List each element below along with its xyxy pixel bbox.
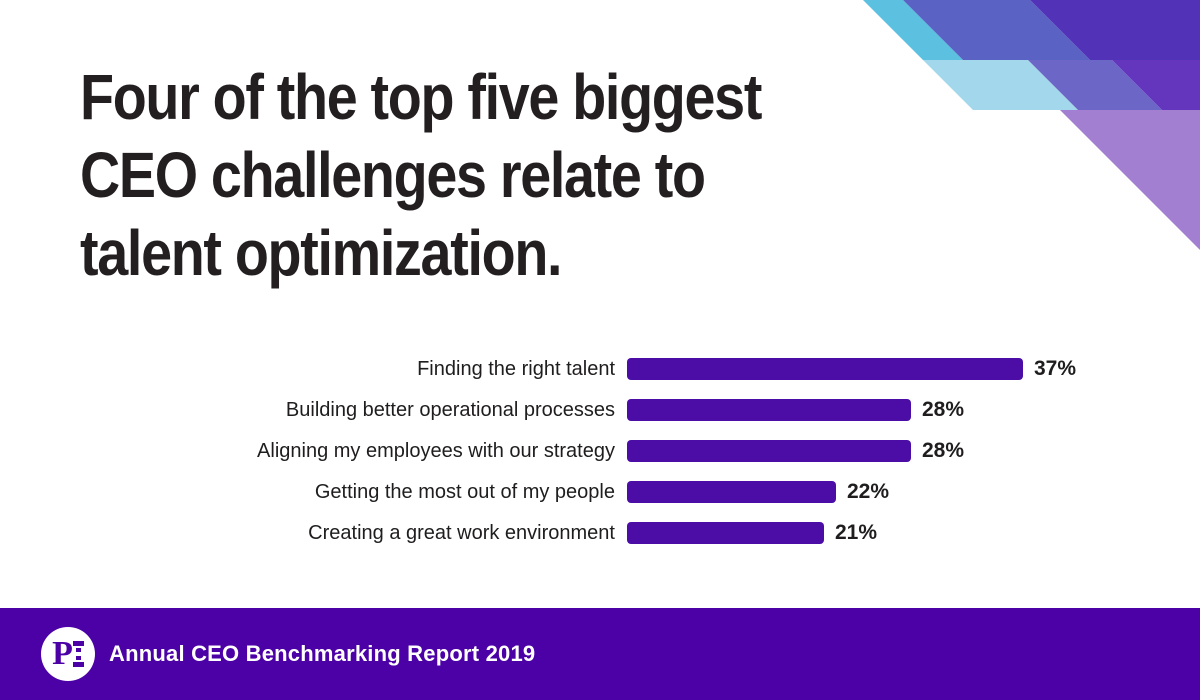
bar: [627, 481, 836, 503]
page-title-line: CEO challenges relate to: [80, 139, 706, 211]
page-title-line: Four of the top five biggest: [80, 61, 762, 133]
corner-stripe-lavender: [1028, 60, 1162, 110]
corner-stripe-dark-purple: [1030, 0, 1200, 60]
corner-stripe-lilac: [1060, 110, 1200, 250]
pi-logo-letter-i: [72, 641, 84, 667]
page-title: Four of the top five biggest CEO challen…: [80, 58, 762, 292]
bar-value-label: 21%: [835, 521, 878, 544]
chart-row: Finding the right talent 37%: [0, 358, 1200, 380]
footer-band: P Annual CEO Benchmarking Report 2019: [0, 608, 1200, 700]
pi-logo-letters: P: [52, 637, 84, 671]
corner-stripe-cyan: [863, 0, 963, 60]
bar-category-label: Finding the right talent: [417, 358, 615, 380]
chart-row: Aligning my employees with our strategy …: [0, 440, 1200, 462]
chart-row: Creating a great work environment 21%: [0, 522, 1200, 544]
footer-report-title: Annual CEO Benchmarking Report 2019: [109, 641, 536, 666]
corner-stripe-mid-purple: [1112, 60, 1200, 110]
bar-category-label: Building better operational processes: [285, 399, 615, 421]
bar: [627, 399, 911, 421]
bar-value-label: 37%: [1034, 357, 1077, 380]
chart-row: Building better operational processes 28…: [0, 399, 1200, 421]
bar-value-label: 28%: [922, 398, 965, 421]
corner-stripe-light-blue: [923, 60, 1078, 110]
bar-category-label: Creating a great work environment: [308, 522, 615, 544]
bar-category-label: Getting the most out of my people: [314, 481, 615, 503]
chart-row: Getting the most out of my people 22%: [0, 481, 1200, 503]
bar: [627, 440, 911, 462]
bar-value-label: 28%: [922, 439, 965, 462]
bar: [627, 522, 824, 544]
bar-category-label: Aligning my employees with our strategy: [257, 440, 615, 462]
bar-value-label: 22%: [847, 480, 890, 503]
pi-logo-letter-p: P: [52, 635, 73, 672]
predictive-index-logo-icon: P: [41, 627, 95, 681]
bar: [627, 358, 1023, 380]
page-title-line: talent optimization.: [80, 217, 562, 289]
corner-stripe-blue: [903, 0, 1090, 60]
bar-chart: Finding the right talent 37% Building be…: [0, 358, 1200, 563]
